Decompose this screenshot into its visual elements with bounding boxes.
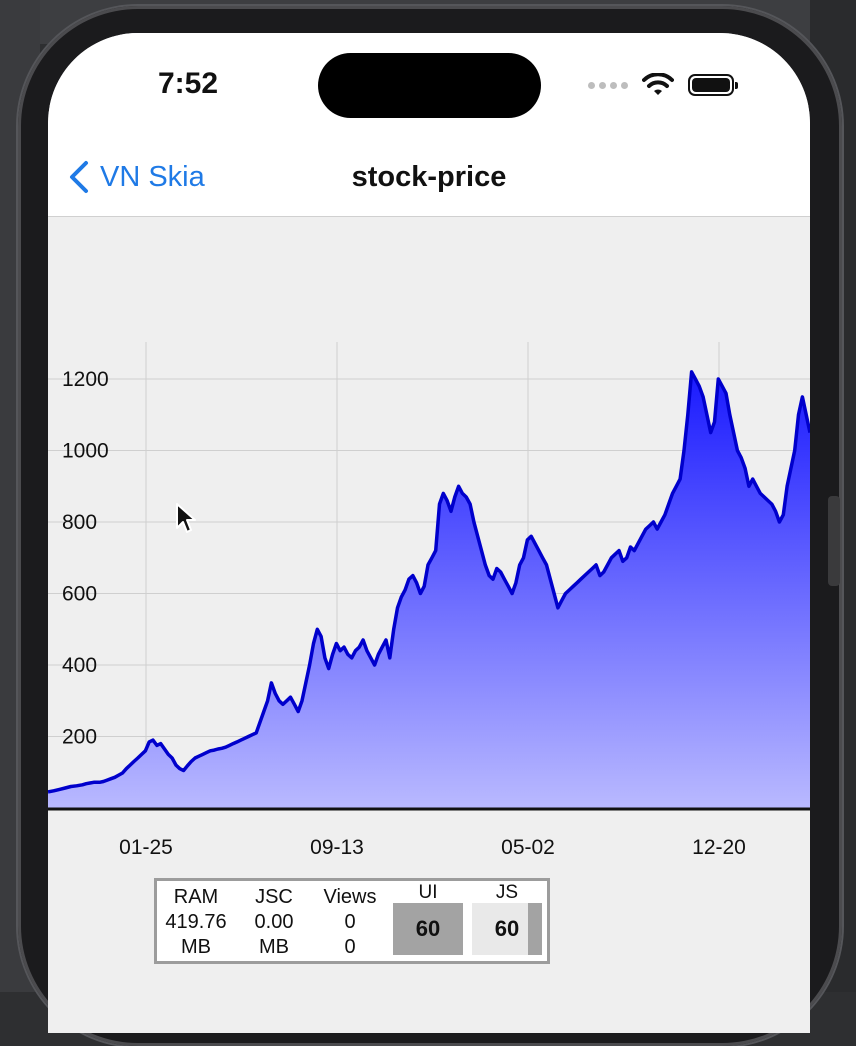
app-screen: 7:52 VN Skia stock-price 200 400 600 800 100… xyxy=(48,33,810,1033)
page-title: stock-price xyxy=(351,161,507,193)
chart-svg: 200 400 600 800 1000 1200 01-25 09-13 05-02 12-20 xyxy=(48,342,810,859)
y-tick-label: 800 xyxy=(62,511,97,534)
perf-ui-fps: 60 xyxy=(393,903,463,955)
perf-ram-label: RAM xyxy=(173,886,219,908)
perf-ram-unit: MB xyxy=(181,936,211,958)
stock-price-chart[interactable]: 200 400 600 800 1000 1200 01-25 09-13 05-02 12-20… xyxy=(48,217,810,1033)
x-tick-label: 05-02 xyxy=(501,836,555,859)
dynamic-island xyxy=(318,53,541,118)
x-tick-label: 12-20 xyxy=(692,836,746,859)
y-tick-label: 600 xyxy=(62,583,97,606)
x-tick-label: 09-13 xyxy=(310,836,364,859)
perf-views-value2: 0 xyxy=(344,936,356,958)
mouse-pointer-icon xyxy=(176,503,196,533)
perf-jsc-label: JSC xyxy=(255,886,293,908)
x-tick-label: 01-25 xyxy=(119,836,173,859)
cellular-signal-icon xyxy=(588,81,628,89)
back-button-label: VN Skia xyxy=(100,160,205,193)
perf-jsc: JSC 0.00 MB xyxy=(239,885,309,960)
performance-monitor: RAM 419.76 MB JSC 0.00 MB Views 0 0 UI 6… xyxy=(154,878,550,964)
status-bar: 7:52 xyxy=(48,33,810,143)
y-tick-label: 1000 xyxy=(62,440,109,463)
y-tick-label: 400 xyxy=(62,654,97,677)
y-tick-label: 1200 xyxy=(62,368,109,391)
price-area xyxy=(48,371,810,808)
side-button xyxy=(828,496,840,586)
perf-jsc-unit: MB xyxy=(259,936,289,958)
status-time: 7:52 xyxy=(158,67,219,100)
perf-js-fps: 60 xyxy=(472,903,542,955)
battery-icon xyxy=(688,74,738,96)
perf-js-label: JS xyxy=(495,882,519,903)
navigation-bar: VN Skia stock-price xyxy=(48,143,810,217)
y-tick-label: 200 xyxy=(62,726,97,749)
status-icons xyxy=(588,71,738,99)
perf-views: Views 0 0 xyxy=(315,885,385,960)
perf-views-label: Views xyxy=(323,886,377,908)
perf-ram-value: 419.76 xyxy=(165,911,227,933)
back-button[interactable]: VN Skia xyxy=(68,157,205,197)
perf-ram: RAM 419.76 MB xyxy=(161,885,231,960)
price-line xyxy=(48,370,810,794)
wifi-icon xyxy=(642,73,674,95)
perf-jsc-value: 0.00 xyxy=(254,911,294,933)
chevron-left-icon xyxy=(70,161,88,193)
perf-views-value: 0 xyxy=(344,911,356,933)
perf-ui-label: UI xyxy=(418,882,438,903)
